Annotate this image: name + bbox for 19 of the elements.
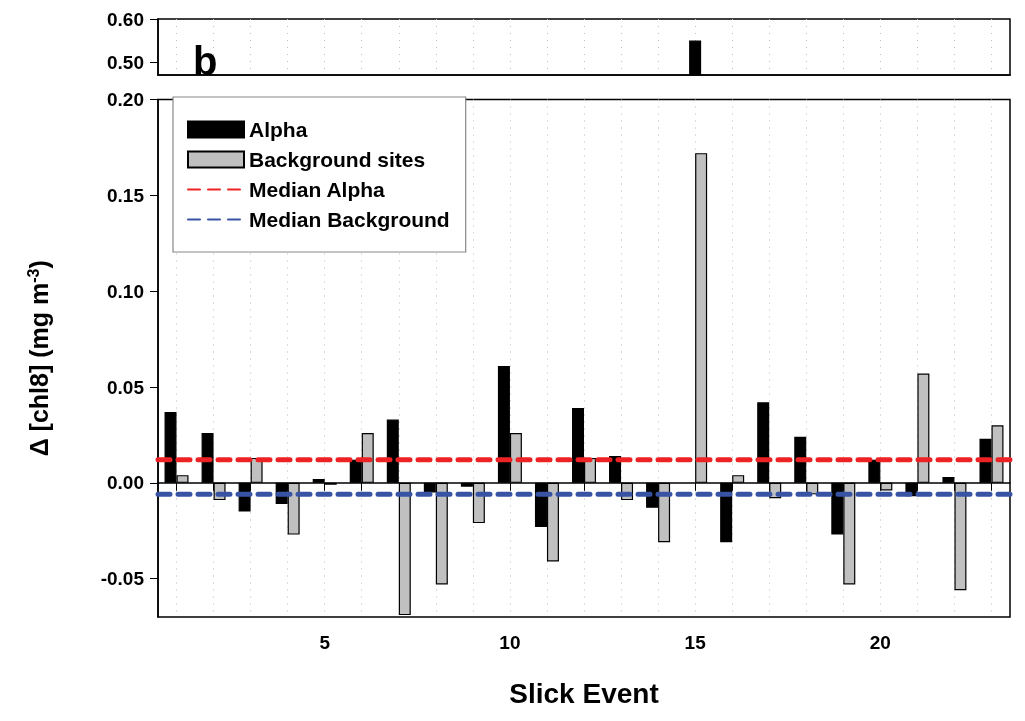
y-tick-label: 0.50 [107, 51, 144, 73]
y-tick-label: 0.20 [107, 89, 144, 110]
y-axis-title: Δ [chl8] (mg m-3) [24, 260, 53, 457]
x-tick-label: 5 [319, 632, 331, 653]
y-tick-label: 0.15 [107, 184, 145, 206]
legend-label: Alpha [249, 118, 308, 141]
y-tick-label: 0.10 [107, 280, 144, 302]
legend-label: Median Background [249, 208, 450, 231]
legend-label: Median Alpha [249, 178, 386, 201]
y-tick-label: -0.05 [100, 568, 145, 590]
text: b [193, 39, 218, 83]
y-tick-label: 0.60 [107, 8, 144, 30]
x-tick-label: 10 [499, 632, 521, 653]
y-tick-label: 0.05 [107, 376, 145, 398]
x-tick-label: 15 [684, 632, 707, 653]
y-tick-label: 0.00 [107, 472, 144, 494]
x-tick-label: 20 [869, 632, 891, 653]
legend-label: Background sites [249, 148, 426, 171]
x-axis-title: Slick Event [509, 677, 659, 709]
